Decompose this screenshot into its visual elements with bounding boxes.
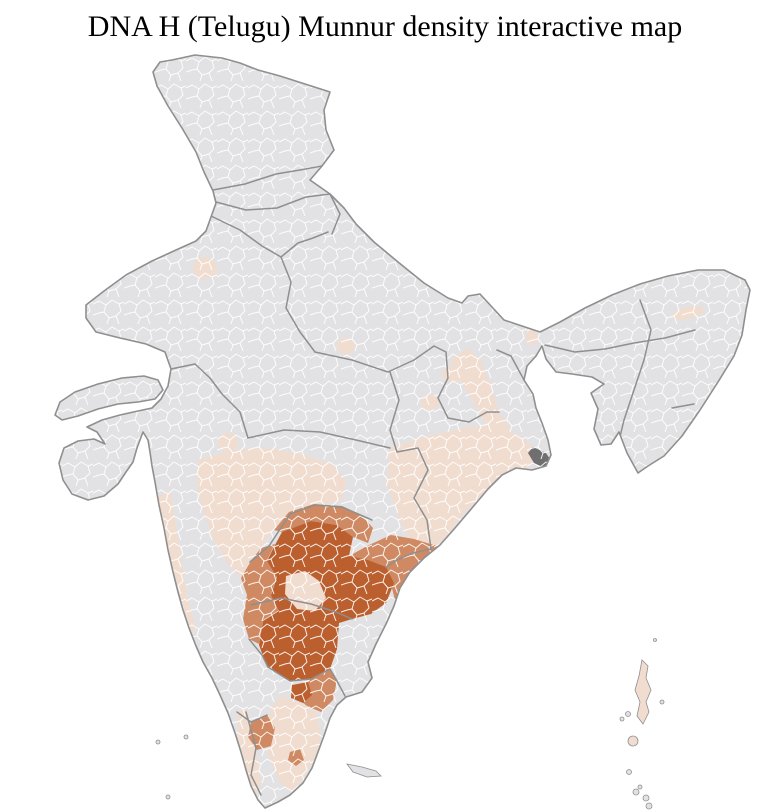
page-title: DNA H (Telugu) Munnur density interactiv… <box>87 10 683 43</box>
andaman-nicobar-islands[interactable] <box>619 638 665 810</box>
lakshadweep-islands[interactable] <box>155 734 189 800</box>
state-borders <box>170 165 696 796</box>
rameswaram-spit <box>346 763 382 778</box>
